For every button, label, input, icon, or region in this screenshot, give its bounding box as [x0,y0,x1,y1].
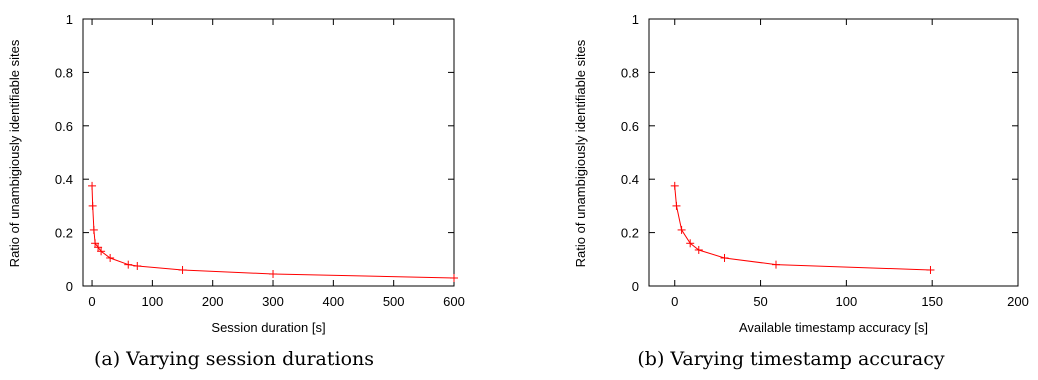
data-point-marker [94,243,103,252]
caption-a: (a) Varying session durations [94,348,374,370]
data-point-marker [670,181,679,190]
series-line [91,185,455,279]
y-tick-label: 0.6 [621,119,639,134]
plot-frame-b [648,18,1019,287]
data-point-marker [926,265,935,274]
x-tick-label: 0 [671,294,678,309]
x-axis-label: Available timestamp accuracy [s] [739,320,928,335]
y-axis-label: Ratio of unambigiously identifiable site… [573,39,588,267]
y-axis-label: Ratio of unambigiously identifiable site… [7,39,22,267]
plot-frame-a [82,18,455,287]
x-tick-label: 150 [921,294,943,309]
y-tick-label: 1 [66,12,73,27]
y-tick-label: 0.4 [621,172,639,187]
x-tick-label: 600 [443,294,465,309]
y-tick-label: 0 [66,279,73,294]
x-tick-label: 400 [322,294,344,309]
data-point-marker [88,181,97,190]
data-point-marker [178,265,187,274]
y-tick-label: 0.6 [55,119,73,134]
caption-b: (b) Varying timestamp accuracy [637,348,944,370]
y-tick-label: 0.2 [621,226,639,241]
x-tick-label: 200 [1007,294,1029,309]
y-tick-label: 0.8 [55,65,73,80]
x-tick-label: 500 [383,294,405,309]
data-point-marker [97,247,106,256]
data-point-marker [269,269,278,278]
data-point-marker [89,225,98,234]
data-point-marker [686,239,695,248]
x-tick-label: 100 [836,294,858,309]
y-tick-label: 0.4 [55,172,73,187]
data-point-marker [91,239,100,248]
data-point-marker [677,225,686,234]
data-point-marker [88,201,97,210]
chart-panel-b: (b) Varying timestamp accuracy 0 50 100 150… [573,12,1029,370]
x-axis-label: Session duration [s] [211,320,325,335]
x-tick-label: 50 [753,294,767,309]
y-tick-label: 1 [632,12,639,27]
x-tick-label: 0 [88,294,95,309]
data-point-marker [106,253,115,262]
data-point-marker [720,253,729,262]
y-tick-label: 0.8 [621,65,639,80]
data-point-marker [124,260,133,269]
x-tick-label: 100 [142,294,164,309]
x-tick-label: 200 [202,294,224,309]
data-point-marker [772,260,781,269]
x-tick-label: 300 [262,294,284,309]
series-line [674,185,931,271]
data-point-marker [672,201,681,210]
y-tick-label: 0.2 [55,226,73,241]
y-tick-label: 0 [632,279,639,294]
chart-panel-a: (a) Varying session durations 0 100 200 300… [7,12,465,370]
data-point-marker [450,273,458,282]
data-point-marker [133,261,142,270]
data-point-marker [694,245,703,254]
